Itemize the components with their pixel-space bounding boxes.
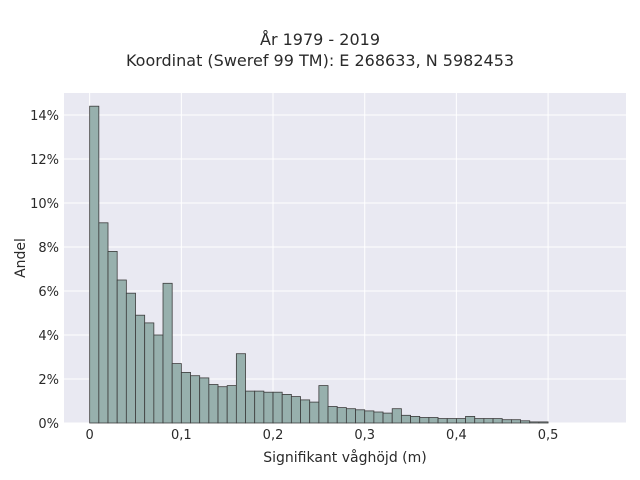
histogram-bar (318, 385, 329, 424)
histogram-bar (391, 408, 402, 424)
histogram-bar (309, 401, 320, 424)
histogram-bar (144, 322, 155, 424)
grid (64, 93, 626, 424)
histogram-bar (226, 385, 237, 424)
y-tick-label: 10% (30, 197, 59, 212)
histogram-bar (336, 407, 347, 424)
y-tick-label: 0% (38, 417, 59, 432)
histogram-bar (98, 222, 109, 424)
histogram-bar (373, 411, 384, 424)
histogram-bar (245, 390, 256, 424)
histogram-bar (107, 250, 118, 424)
histogram-bar (153, 334, 164, 424)
histogram-bar (345, 408, 356, 424)
y-tick-label: 8% (38, 241, 59, 256)
histogram-bar (116, 279, 127, 424)
histogram-bar (180, 371, 191, 424)
histogram-bar (254, 390, 265, 424)
histogram-bar (199, 377, 210, 424)
x-tick-label: 0,3 (354, 428, 375, 443)
histogram-bar (529, 421, 540, 424)
histogram-bar (89, 105, 100, 424)
histogram-bar (510, 419, 521, 424)
histogram-bar (446, 418, 457, 424)
histogram-bar (419, 417, 430, 424)
y-tick-label: 12% (30, 153, 59, 168)
histogram-bar (364, 410, 375, 424)
y-tick-label: 6% (38, 285, 59, 300)
x-tick-label: 0,5 (538, 428, 559, 443)
histogram-bar (135, 314, 146, 424)
histogram-bar (217, 386, 228, 424)
histogram-bar (501, 419, 512, 424)
chart-subtitle: Koordinat (Sweref 99 TM): E 268633, N 59… (125, 51, 515, 70)
y-tick-label: 2% (38, 373, 59, 388)
y-tick-label: 14% (30, 109, 59, 124)
tick-labels: 0% 2% 4% 6% 8% 10% 12% 14% 0 0,1 0,2 0,3 0,4 0,5 (30, 109, 558, 443)
histogram-bar (465, 415, 476, 424)
histogram-bar (437, 418, 448, 424)
histogram-bar (474, 418, 485, 424)
histogram-bar (300, 399, 311, 424)
histogram-bar (520, 420, 531, 424)
histogram-bar (355, 409, 366, 424)
x-tick-label: 0,2 (263, 428, 284, 443)
chart-title: År 1979 - 2019 (260, 30, 380, 49)
x-tick-label: 0,1 (171, 428, 192, 443)
histogram-bar (400, 414, 411, 424)
histogram-bar (272, 391, 283, 424)
histogram-bar (483, 418, 494, 424)
histogram-bar (190, 375, 201, 424)
histogram-bar (455, 418, 466, 424)
histogram-bar (208, 384, 219, 424)
x-tick-label: 0,4 (446, 428, 467, 443)
histogram-bar (538, 421, 549, 424)
histogram-bar (235, 353, 246, 424)
histogram-bar (263, 391, 274, 424)
histogram-bar (410, 415, 421, 424)
histogram-bar (125, 292, 136, 424)
histogram-bar (281, 393, 292, 424)
histogram-bar (492, 418, 503, 424)
y-tick-label: 4% (38, 329, 59, 344)
histogram-bar (382, 412, 393, 424)
y-axis-label: Andel (13, 238, 29, 278)
histogram-bar (290, 396, 301, 424)
histogram-bar (327, 406, 338, 424)
bars (89, 105, 549, 424)
x-axis-label: Signifikant våghöjd (m) (263, 449, 426, 466)
histogram-bar (428, 417, 439, 424)
histogram-bar (171, 363, 182, 424)
x-tick-label: 0 (86, 428, 94, 443)
histogram-bar (162, 282, 173, 424)
